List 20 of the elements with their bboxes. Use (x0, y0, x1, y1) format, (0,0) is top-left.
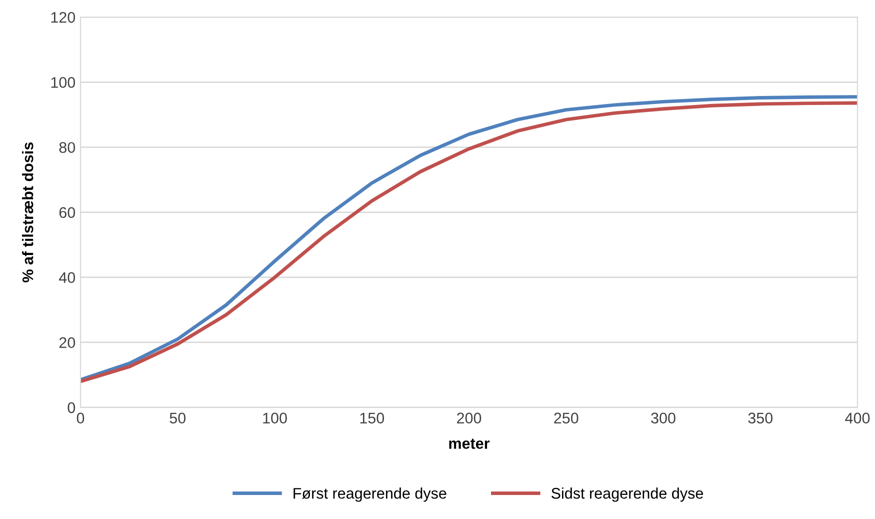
y-tick-label: 20 (59, 337, 76, 348)
legend-label: Sidst reagerende dyse (552, 488, 703, 502)
x-tick-label: 50 (170, 412, 186, 424)
x-tick-label: 250 (554, 412, 578, 424)
y-tick-label: 80 (59, 142, 76, 153)
x-tick-label: 300 (651, 412, 676, 424)
y-tick-label: 40 (59, 272, 76, 284)
x-tick-label: 200 (457, 412, 482, 424)
x-tick-label: 0 (76, 412, 84, 424)
y-tick-label: 0 (68, 402, 76, 414)
y-tick-label: 120 (51, 12, 76, 23)
x-tick-label: 350 (748, 412, 773, 424)
y-tick-label: 100 (51, 77, 76, 88)
x-tick-label: 100 (263, 412, 287, 424)
legend-label: Først reagerende dyse (294, 488, 446, 502)
x-axis-title: meter (449, 438, 490, 449)
y-axis-title: % af tilstræbt dosis (22, 142, 34, 282)
x-tick-label: 400 (845, 412, 870, 424)
y-tick-label: 60 (59, 207, 76, 218)
x-tick-label: 150 (360, 412, 384, 424)
